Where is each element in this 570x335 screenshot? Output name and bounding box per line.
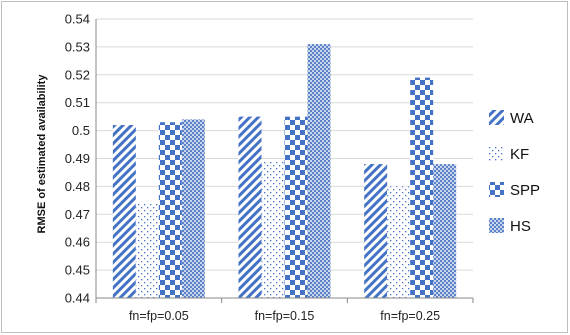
y-tick-label: 0.49 xyxy=(65,151,90,166)
bar-hs xyxy=(181,119,205,298)
legend-swatch-spp xyxy=(489,182,504,197)
y-tick-label: 0.51 xyxy=(65,95,90,110)
legend-label-kf: KF xyxy=(510,146,529,163)
y-tick-label: 0.48 xyxy=(65,179,90,194)
bar-kf xyxy=(261,161,285,298)
bar-spp xyxy=(410,77,434,298)
y-tick-label: 0.53 xyxy=(65,39,90,54)
bar-spp xyxy=(158,122,182,298)
bar-kf xyxy=(387,186,411,298)
y-axis-label: RMSE of estimated availability xyxy=(36,74,48,234)
y-tick-label: 0.47 xyxy=(65,207,90,222)
bar-wa xyxy=(364,164,388,298)
x-tick-label: fn=fp=0.25 xyxy=(380,309,440,323)
bar-wa xyxy=(112,125,136,299)
legend-swatch-kf xyxy=(489,146,504,161)
y-tick-label: 0.45 xyxy=(65,263,90,278)
y-tick-label: 0.44 xyxy=(65,291,90,306)
legend-swatch-hs xyxy=(489,218,504,233)
y-tick-label: 0.5 xyxy=(72,123,90,138)
y-tick-label: 0.52 xyxy=(65,67,90,82)
legend-swatch-wa xyxy=(489,110,504,125)
legend-label-spp: SPP xyxy=(510,182,540,199)
bar-hs xyxy=(307,44,331,298)
bar-hs xyxy=(433,164,457,298)
legend-label-wa: WA xyxy=(510,110,534,127)
bar-wa xyxy=(238,116,262,299)
x-tick-label: fn=fp=0.15 xyxy=(255,309,315,323)
bar-kf xyxy=(135,203,159,298)
bar-spp xyxy=(284,116,308,299)
y-tick-label: 0.46 xyxy=(65,235,90,250)
y-tick-label: 0.54 xyxy=(65,12,90,27)
legend: WA KF SPP HS xyxy=(489,110,540,235)
axes: 0.44 0.45 0.46 0.47 0.48 0.49 0.5 0.51 0.52 0.53 0… xyxy=(65,12,474,323)
x-tick-label: fn=fp=0.05 xyxy=(129,309,189,323)
bars xyxy=(112,44,457,299)
legend-label-hs: HS xyxy=(510,218,531,235)
